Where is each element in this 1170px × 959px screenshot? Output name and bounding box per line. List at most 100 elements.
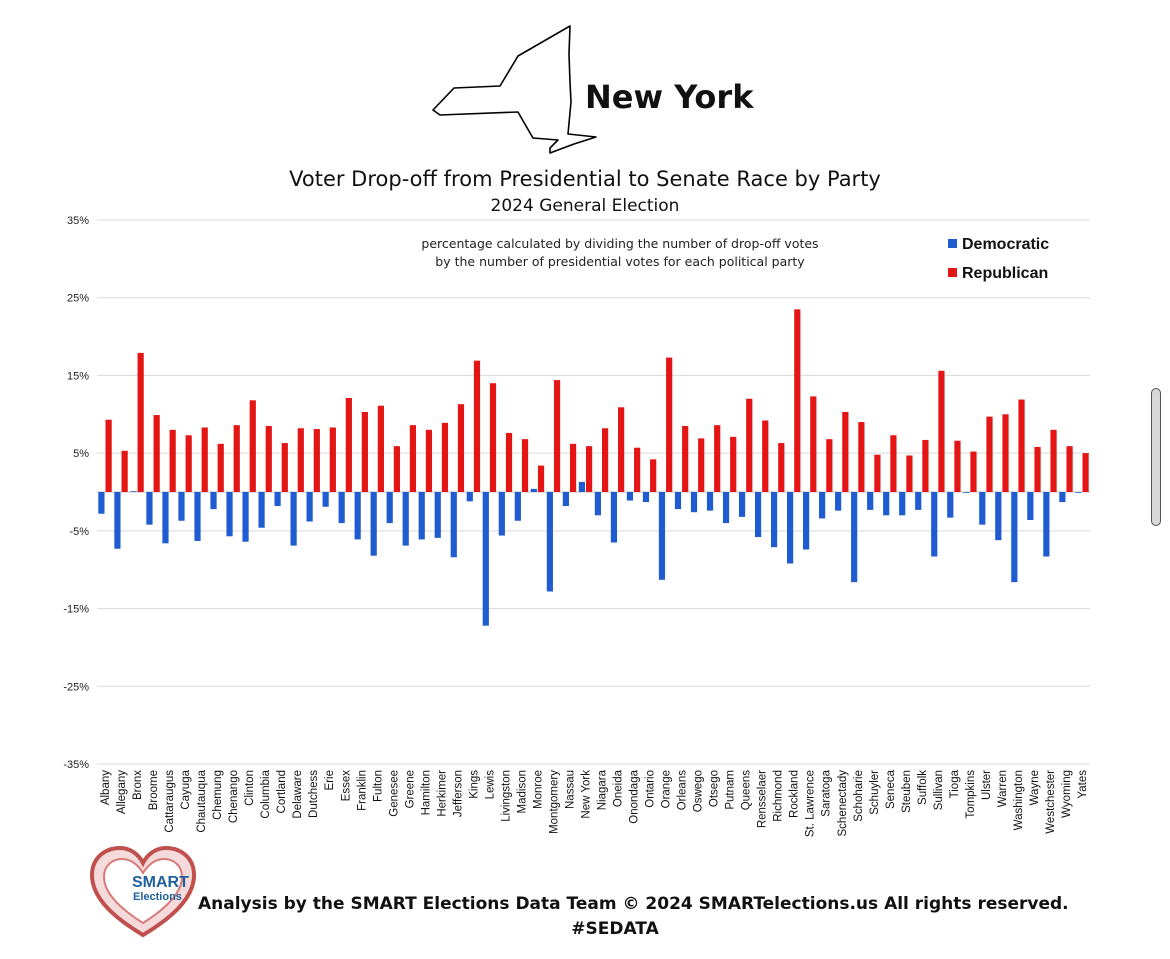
bar-republican bbox=[970, 451, 977, 492]
bar-republican bbox=[730, 436, 737, 492]
logo-text-elections: Elections bbox=[133, 891, 182, 903]
bar-democratic bbox=[146, 492, 153, 525]
bar-republican bbox=[666, 357, 673, 492]
hashtag-text: #SEDATA bbox=[571, 919, 659, 939]
bar-democratic bbox=[899, 492, 906, 516]
bar-democratic bbox=[434, 492, 441, 538]
chart-title: Voter Drop-off from Presidential to Sena… bbox=[289, 167, 881, 191]
bar-republican bbox=[441, 422, 449, 492]
bar-republican bbox=[169, 429, 176, 492]
bar-democratic bbox=[418, 492, 425, 540]
x-tick-label: Warren bbox=[997, 770, 1009, 807]
x-tick-label: Cayuga bbox=[180, 769, 192, 809]
bar-democratic bbox=[1075, 492, 1082, 493]
bar-republican bbox=[185, 435, 192, 492]
bar-democratic bbox=[594, 492, 602, 516]
bar-democratic bbox=[530, 488, 537, 492]
bar-democratic bbox=[98, 492, 105, 514]
x-tick-label: Niagara bbox=[597, 769, 609, 810]
x-tick-label: Delaware bbox=[292, 770, 304, 819]
x-tick-label: Washington bbox=[1013, 770, 1025, 830]
bar-republican bbox=[361, 411, 368, 492]
legend-item-democratic: Democratic bbox=[948, 236, 1049, 254]
bar-democratic bbox=[274, 492, 281, 506]
y-tick-label: -5% bbox=[69, 526, 89, 538]
bar-republican bbox=[1034, 446, 1041, 492]
bar-republican bbox=[233, 425, 240, 492]
bar-democratic bbox=[706, 492, 714, 511]
bar-republican bbox=[473, 360, 481, 492]
bar-democratic bbox=[674, 492, 682, 510]
bar-republican bbox=[698, 438, 705, 492]
bar-republican bbox=[457, 404, 465, 492]
bar-republican bbox=[329, 427, 336, 492]
x-tick-label: Monroe bbox=[532, 770, 544, 809]
bar-democratic bbox=[1027, 492, 1034, 520]
x-tick-label: Clinton bbox=[244, 770, 256, 806]
bar-republican bbox=[650, 459, 657, 492]
bar-republican bbox=[393, 446, 400, 492]
x-tick-label: Oneida bbox=[613, 769, 625, 807]
x-tick-label: Richmond bbox=[773, 770, 785, 822]
bar-republican bbox=[986, 416, 993, 492]
bar-democratic bbox=[867, 492, 874, 510]
bar-republican bbox=[377, 405, 384, 492]
bar-republican bbox=[714, 425, 721, 492]
x-tick-label: St. Lawrence bbox=[805, 770, 817, 837]
x-tick-label: Schuyler bbox=[869, 770, 881, 815]
y-tick-label: -15% bbox=[63, 604, 89, 616]
bar-republican bbox=[425, 429, 433, 492]
x-tick-label: Tioga bbox=[949, 769, 961, 798]
bar-democratic bbox=[482, 492, 489, 626]
bar-democratic bbox=[450, 492, 457, 558]
bar-democratic bbox=[226, 492, 233, 537]
credit-text: Analysis by the SMART Elections Data Tea… bbox=[198, 894, 1069, 914]
bar-democratic bbox=[931, 492, 938, 557]
x-tick-label: Rockland bbox=[789, 770, 801, 818]
scrollbar-thumb[interactable] bbox=[1151, 388, 1161, 526]
bar-republican bbox=[1066, 446, 1073, 492]
legend-swatch-republican bbox=[948, 268, 957, 277]
bar-democratic bbox=[1011, 492, 1018, 583]
bar-democratic bbox=[883, 492, 890, 516]
bar-democratic bbox=[130, 491, 137, 493]
bar-republican bbox=[585, 446, 593, 492]
logo-text-smart: SMART bbox=[132, 874, 189, 891]
bar-republican bbox=[1002, 414, 1009, 492]
bar-republican bbox=[345, 397, 352, 492]
y-tick-label: 25% bbox=[67, 293, 89, 305]
x-tick-label: Sullivan bbox=[933, 770, 945, 810]
bar-democratic bbox=[963, 492, 970, 493]
bar-democratic bbox=[242, 492, 249, 542]
bar-republican bbox=[794, 309, 801, 492]
x-tick-label: Schoharie bbox=[853, 770, 865, 822]
bar-democratic bbox=[1043, 492, 1050, 557]
bar-republican bbox=[489, 383, 497, 492]
bar-republican bbox=[906, 455, 913, 492]
x-tick-label: Cortland bbox=[276, 770, 288, 813]
bar-republican bbox=[618, 407, 625, 492]
x-tick-label: Lewis bbox=[484, 770, 496, 800]
bar-democratic bbox=[642, 492, 650, 503]
x-tick-label: Montgomery bbox=[548, 770, 560, 834]
bar-republican bbox=[281, 443, 288, 492]
bar-republican bbox=[778, 443, 785, 492]
bar-democratic bbox=[819, 492, 826, 519]
bar-democratic bbox=[690, 492, 698, 513]
x-tick-label: Jefferson bbox=[452, 770, 464, 817]
bar-republican bbox=[810, 396, 817, 492]
x-tick-label: Ulster bbox=[981, 770, 993, 800]
bar-democratic bbox=[803, 492, 810, 550]
bar-democratic bbox=[787, 492, 794, 564]
x-tick-label: Kings bbox=[468, 770, 480, 799]
bar-republican bbox=[313, 429, 320, 492]
bar-republican bbox=[553, 380, 561, 492]
bar-democratic bbox=[178, 492, 185, 521]
bar-democratic bbox=[658, 492, 666, 580]
bar-republican bbox=[842, 411, 849, 492]
x-tick-label: Rensselaer bbox=[757, 770, 769, 828]
x-tick-label: Putnam bbox=[725, 770, 737, 810]
smart-elections-logo: SMART Elections bbox=[89, 845, 197, 938]
x-tick-label: Chemung bbox=[212, 770, 224, 820]
